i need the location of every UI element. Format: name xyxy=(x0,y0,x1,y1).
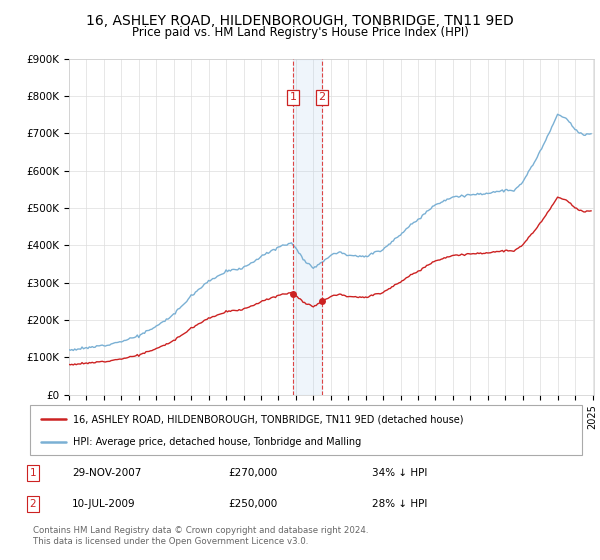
Text: 16, ASHLEY ROAD, HILDENBOROUGH, TONBRIDGE, TN11 9ED: 16, ASHLEY ROAD, HILDENBOROUGH, TONBRIDG… xyxy=(86,14,514,28)
Text: Price paid vs. HM Land Registry's House Price Index (HPI): Price paid vs. HM Land Registry's House … xyxy=(131,26,469,39)
Text: 34% ↓ HPI: 34% ↓ HPI xyxy=(372,468,427,478)
Text: 29-NOV-2007: 29-NOV-2007 xyxy=(72,468,142,478)
Text: HPI: Average price, detached house, Tonbridge and Malling: HPI: Average price, detached house, Tonb… xyxy=(73,437,361,447)
Text: 1: 1 xyxy=(29,468,37,478)
Text: Contains HM Land Registry data © Crown copyright and database right 2024.
This d: Contains HM Land Registry data © Crown c… xyxy=(33,526,368,546)
Text: 2: 2 xyxy=(29,499,37,509)
Text: 16, ASHLEY ROAD, HILDENBOROUGH, TONBRIDGE, TN11 9ED (detached house): 16, ASHLEY ROAD, HILDENBOROUGH, TONBRIDG… xyxy=(73,414,464,424)
Text: 1: 1 xyxy=(289,92,296,102)
Text: £250,000: £250,000 xyxy=(228,499,277,509)
Text: 10-JUL-2009: 10-JUL-2009 xyxy=(72,499,136,509)
Text: £270,000: £270,000 xyxy=(228,468,277,478)
FancyBboxPatch shape xyxy=(30,405,582,455)
Text: 2: 2 xyxy=(319,92,326,102)
Text: 28% ↓ HPI: 28% ↓ HPI xyxy=(372,499,427,509)
Bar xyxy=(293,59,322,395)
